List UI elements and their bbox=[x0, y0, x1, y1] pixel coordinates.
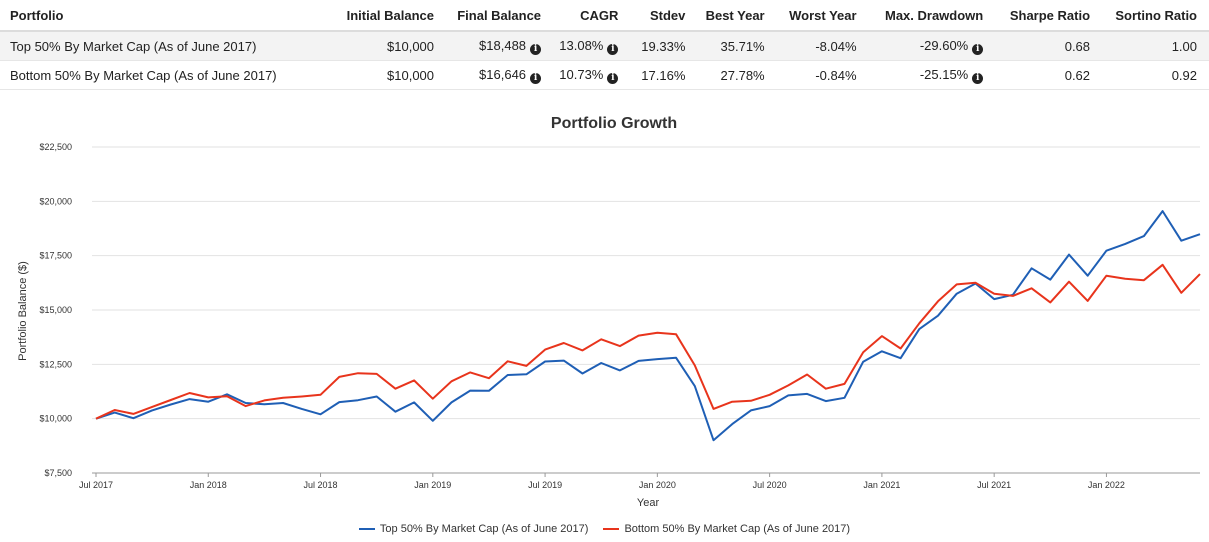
legend-item-top-50[interactable]: Top 50% By Market Cap (As of June 2017) bbox=[358, 523, 589, 535]
initial-balance: $10,000 bbox=[330, 31, 439, 61]
chart-title: Portfolio Growth bbox=[551, 115, 677, 132]
col-stdev[interactable]: Stdev bbox=[622, 0, 690, 32]
y-tick-label: $10,000 bbox=[39, 414, 72, 424]
x-tick-label: Jul 2021 bbox=[977, 480, 1011, 490]
legend-label: Bottom 50% By Market Cap (As of June 201… bbox=[624, 523, 851, 535]
info-circle-icon[interactable]: i bbox=[530, 43, 542, 55]
series-line-bottom-50[interactable] bbox=[95, 263, 1201, 420]
x-tick-label: Jan 2021 bbox=[863, 480, 900, 490]
portfolio-name: Top 50% By Market Cap (As of June 2017) bbox=[0, 31, 331, 61]
x-tick-label: Jan 2019 bbox=[414, 480, 451, 490]
y-axis-label: Portfolio Balance ($) bbox=[17, 261, 29, 361]
initial-balance: $10,000 bbox=[330, 60, 439, 90]
stdev: 19.33% bbox=[622, 31, 690, 61]
y-tick-label: $12,500 bbox=[39, 359, 72, 369]
col-worst-year[interactable]: Worst Year bbox=[768, 0, 861, 32]
cagr: 13.08% bbox=[559, 37, 604, 53]
x-tick-label: Jul 2020 bbox=[753, 480, 787, 490]
y-tick-label: $22,500 bbox=[39, 142, 72, 152]
x-axis-label: Year bbox=[637, 497, 660, 509]
col-portfolio[interactable]: Portfolio bbox=[0, 0, 331, 32]
col-best-year[interactable]: Best Year bbox=[689, 0, 769, 32]
col-cagr[interactable]: CAGR bbox=[545, 0, 623, 32]
worst-year: -8.04% bbox=[768, 31, 861, 61]
summary-header-row: Portfolio Initial Balance Final Balance … bbox=[0, 0, 1209, 32]
stdev: 17.16% bbox=[622, 60, 690, 90]
max-drawdown-cell: -25.15% i bbox=[860, 60, 988, 90]
best-year: 35.71% bbox=[689, 31, 769, 61]
info-circle-icon[interactable]: i bbox=[530, 72, 542, 84]
x-tick-label: Jul 2017 bbox=[79, 480, 113, 490]
sharpe-ratio: 0.62 bbox=[987, 60, 1095, 90]
col-initial-balance[interactable]: Initial Balance bbox=[330, 0, 439, 32]
series-line-top-50[interactable] bbox=[95, 210, 1201, 442]
sharpe-ratio: 0.68 bbox=[987, 31, 1095, 61]
info-circle-icon[interactable]: i bbox=[972, 72, 984, 84]
col-final-balance[interactable]: Final Balance bbox=[438, 0, 546, 32]
legend-item-bottom-50[interactable]: Bottom 50% By Market Cap (As of June 201… bbox=[603, 523, 850, 535]
table-row: Top 50% By Market Cap (As of June 2017) … bbox=[0, 31, 1209, 61]
info-circle-icon[interactable]: i bbox=[972, 43, 984, 55]
x-tick-label: Jul 2018 bbox=[304, 480, 338, 490]
final-balance: $16,646 bbox=[479, 66, 527, 82]
row-spacer bbox=[1201, 31, 1209, 61]
col-sharpe-ratio[interactable]: Sharpe Ratio bbox=[987, 0, 1095, 32]
y-tick-label: $17,500 bbox=[39, 251, 72, 261]
x-tick-label: Jul 2019 bbox=[528, 480, 562, 490]
y-tick-label: $7,500 bbox=[44, 468, 72, 478]
final-balance: $18,488 bbox=[479, 37, 527, 53]
sortino-ratio: 0.92 bbox=[1094, 60, 1201, 90]
x-tick-label: Jan 2022 bbox=[1088, 480, 1125, 490]
legend-label: Top 50% By Market Cap (As of June 2017) bbox=[379, 523, 589, 535]
max-drawdown-cell: -29.60% i bbox=[860, 31, 988, 61]
info-circle-icon[interactable]: i bbox=[607, 72, 619, 84]
x-tick-label: Jan 2018 bbox=[190, 480, 227, 490]
cagr: 10.73% bbox=[559, 66, 604, 82]
final-balance-cell: $16,646 i bbox=[438, 60, 546, 90]
chart-legend: Top 50% By Market Cap (As of June 2017) … bbox=[0, 523, 1209, 535]
col-spacer bbox=[1201, 0, 1209, 32]
cagr-cell: 13.08% i bbox=[545, 31, 623, 61]
max-drawdown: -25.15% bbox=[919, 66, 969, 82]
y-tick-label: $20,000 bbox=[39, 196, 72, 206]
row-spacer bbox=[1201, 60, 1209, 90]
x-tick-label: Jan 2020 bbox=[639, 480, 676, 490]
sortino-ratio: 1.00 bbox=[1094, 31, 1201, 61]
summary-table: Portfolio Initial Balance Final Balance … bbox=[0, 0, 1209, 90]
table-row: Bottom 50% By Market Cap (As of June 201… bbox=[0, 60, 1209, 90]
portfolio-growth-chart: Portfolio Growth $7,500 $10,000 $12,500 $15… bbox=[17, 115, 1201, 509]
best-year: 27.78% bbox=[689, 60, 769, 90]
portfolio-name: Bottom 50% By Market Cap (As of June 201… bbox=[0, 60, 331, 90]
col-sortino-ratio[interactable]: Sortino Ratio bbox=[1094, 0, 1201, 32]
y-tick-label: $15,000 bbox=[39, 305, 72, 315]
cagr-cell: 10.73% i bbox=[545, 60, 623, 90]
legend-swatch bbox=[358, 528, 375, 531]
info-circle-icon[interactable]: i bbox=[607, 43, 619, 55]
col-max-drawdown[interactable]: Max. Drawdown bbox=[860, 0, 988, 32]
legend-swatch bbox=[603, 528, 620, 531]
final-balance-cell: $18,488 i bbox=[438, 31, 546, 61]
max-drawdown: -29.60% bbox=[919, 37, 969, 53]
worst-year: -0.84% bbox=[768, 60, 861, 90]
